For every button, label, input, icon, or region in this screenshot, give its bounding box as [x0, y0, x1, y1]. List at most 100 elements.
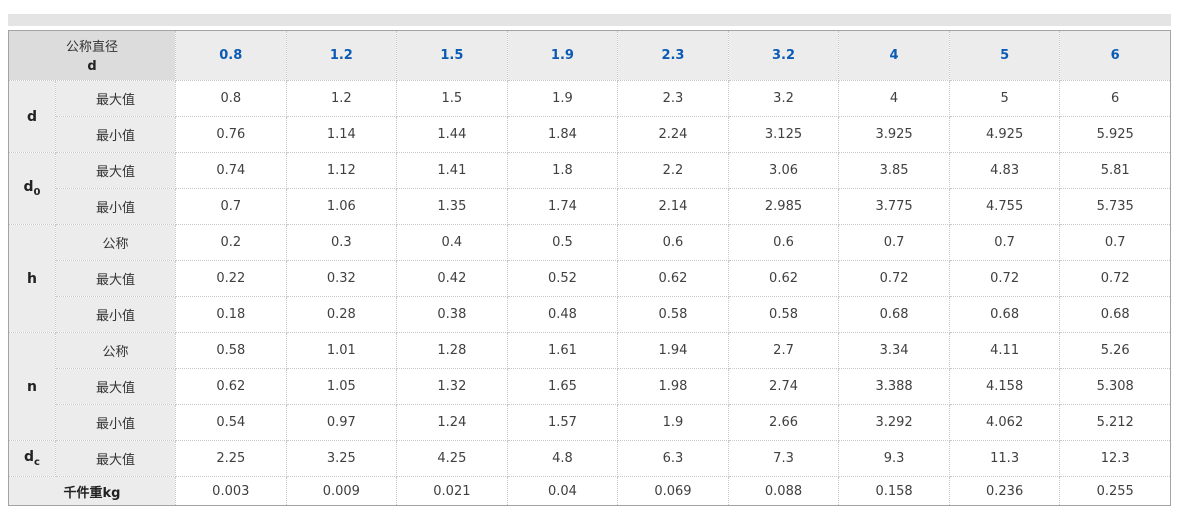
column-header: 0.8: [175, 30, 287, 81]
value-cell: 11.3: [948, 440, 1061, 477]
value-cell: 1.05: [285, 368, 398, 405]
value-cell: 1.2: [285, 80, 398, 117]
value-cell: 4.925: [948, 116, 1061, 153]
value-cell: 0.68: [838, 296, 950, 333]
value-cell: 5.925: [1059, 116, 1171, 153]
value-cell: 0.52: [506, 260, 619, 297]
value-cell: 5.212: [1059, 404, 1171, 441]
value-cell: 0.158: [838, 476, 950, 506]
value-cell: 0.42: [396, 260, 508, 297]
value-cell: 0.72: [948, 260, 1061, 297]
value-cell: 1.44: [396, 116, 508, 153]
row-sub-label: 最大值: [54, 440, 177, 477]
value-cell: 0.7: [1059, 224, 1171, 261]
value-cell: 0.72: [1059, 260, 1171, 297]
value-cell: 1.65: [506, 368, 619, 405]
value-cell: 0.8: [175, 80, 287, 117]
row-sub-label: 最大值: [54, 152, 177, 189]
value-cell: 0.7: [175, 188, 287, 225]
value-cell: 3.775: [838, 188, 950, 225]
value-cell: 0.58: [175, 332, 287, 369]
value-cell: 1.12: [285, 152, 398, 189]
column-header: 1.9: [506, 30, 619, 81]
row-group-symbol: d0: [8, 152, 56, 225]
value-cell: 1.8: [506, 152, 619, 189]
table-row: 最大值 0.62 1.05 1.32 1.65 1.98 2.74 3.388 4.158 5.3…: [9, 368, 1171, 405]
value-cell: 5.81: [1059, 152, 1171, 189]
value-cell: 0.62: [617, 260, 729, 297]
value-cell: 1.5: [396, 80, 508, 117]
value-cell: 1.01: [285, 332, 398, 369]
value-cell: 3.34: [838, 332, 950, 369]
row-sub-label: 最小值: [54, 188, 177, 225]
value-cell: 1.14: [285, 116, 398, 153]
table-row: dc 最大值 2.25 3.25 4.25 4.8 6.3 7.3 9.3 11.3 12.3: [8, 440, 1171, 477]
row-group-symbol: d: [8, 80, 56, 153]
row-sub-label: 最大值: [54, 80, 177, 117]
value-cell: 1.32: [396, 368, 508, 405]
value-cell: 0.68: [1059, 296, 1171, 333]
value-cell: 1.57: [506, 404, 619, 441]
column-header: 1.5: [396, 30, 508, 81]
row-sub-label: 最小值: [54, 296, 177, 333]
value-cell: 0.18: [175, 296, 287, 333]
value-cell: 3.06: [727, 152, 840, 189]
value-cell: 0.48: [506, 296, 619, 333]
value-cell: 4.158: [948, 368, 1061, 405]
row-sub-label: 最大值: [54, 260, 177, 297]
row-sub-label: 最小值: [54, 404, 177, 441]
value-cell: 3.25: [285, 440, 398, 477]
value-cell: 4.11: [948, 332, 1061, 369]
value-cell: 3.925: [838, 116, 950, 153]
row-group-symbol: n: [8, 332, 56, 441]
value-cell: 0.6: [617, 224, 729, 261]
value-cell: 0.28: [285, 296, 398, 333]
value-cell: 0.236: [948, 476, 1061, 506]
table-row: n 公称 0.58 1.01 1.28 1.61 1.94 2.7 3.34 4.11 5.26: [8, 332, 1171, 441]
value-cell: 0.22: [175, 260, 287, 297]
value-cell: 4.8: [506, 440, 619, 477]
value-cell: 0.58: [727, 296, 840, 333]
value-cell: 0.6: [727, 224, 840, 261]
header-row: 公称直径 d 0.8 1.2 1.5 1.9 2.3 3.2 4 5 6: [7, 30, 1171, 81]
value-cell: 0.003: [175, 476, 287, 506]
value-cell: 3.388: [838, 368, 950, 405]
table-row: d0 最大值 0.74 1.12 1.41 1.8 2.2 3.06 3.85 4.83 5.81: [8, 152, 1171, 225]
value-cell: 4.25: [396, 440, 508, 477]
value-cell: 9.3: [838, 440, 950, 477]
value-cell: 0.54: [175, 404, 287, 441]
column-header: 2.3: [617, 30, 729, 81]
value-cell: 0.32: [285, 260, 398, 297]
column-header: 3.2: [727, 30, 840, 81]
value-cell: 0.38: [396, 296, 508, 333]
corner-header-cell: 公称直径 d: [7, 30, 177, 81]
value-cell: 0.3: [285, 224, 398, 261]
value-cell: 4.062: [948, 404, 1061, 441]
value-cell: 0.58: [617, 296, 729, 333]
value-cell: 0.97: [285, 404, 398, 441]
value-cell: 1.94: [617, 332, 729, 369]
value-cell: 1.9: [506, 80, 619, 117]
value-cell: 1.61: [506, 332, 619, 369]
value-cell: 0.5: [506, 224, 619, 261]
value-cell: 2.74: [727, 368, 840, 405]
value-cell: 1.35: [396, 188, 508, 225]
table-row: 最小值 0.76 1.14 1.44 1.84 2.24 3.125 3.925 4.925 5.…: [9, 116, 1171, 153]
value-cell: 0.72: [838, 260, 950, 297]
column-header: 1.2: [285, 30, 398, 81]
value-cell: 1.9: [617, 404, 729, 441]
value-cell: 0.4: [396, 224, 508, 261]
table-row: 最小值 0.54 0.97 1.24 1.57 1.9 2.66 3.292 4.062 5.21…: [9, 404, 1171, 441]
value-cell: 5.735: [1059, 188, 1171, 225]
value-cell: 1.84: [506, 116, 619, 153]
value-cell: 0.088: [727, 476, 840, 506]
value-cell: 1.98: [617, 368, 729, 405]
value-cell: 0.68: [948, 296, 1061, 333]
value-cell: 0.62: [727, 260, 840, 297]
row-group-symbol: h: [8, 224, 56, 333]
footer-label: 千件重kg: [7, 476, 177, 506]
value-cell: 2.66: [727, 404, 840, 441]
value-cell: 2.7: [727, 332, 840, 369]
value-cell: 7.3: [727, 440, 840, 477]
